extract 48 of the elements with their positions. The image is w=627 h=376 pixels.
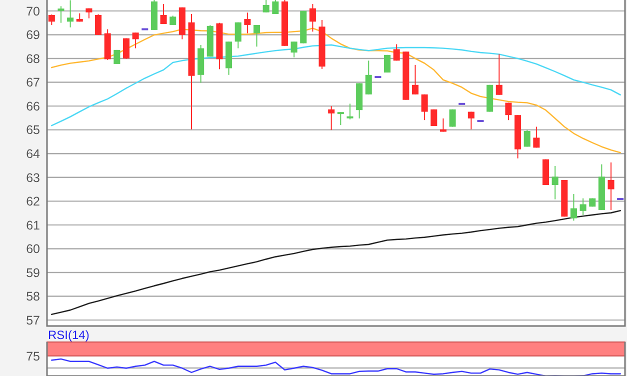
candlestick	[524, 129, 530, 148]
candlestick	[48, 14, 55, 26]
candlestick	[132, 32, 139, 49]
candlestick	[365, 60, 372, 95]
candlestick	[570, 194, 577, 222]
candlestick	[160, 4, 167, 25]
candlestick	[272, 0, 279, 15]
candlestick	[346, 103, 354, 120]
text: 75	[26, 349, 40, 364]
candlestick	[234, 22, 242, 49]
y-tick-label: 60	[26, 242, 40, 256]
candlestick	[533, 126, 540, 148]
candlestick	[290, 41, 298, 58]
candlestick	[262, 0, 270, 13]
candlestick	[412, 64, 419, 95]
candlestick	[170, 15, 176, 26]
y-tick-label: 63	[26, 170, 40, 185]
candlestick	[608, 162, 614, 210]
y-tick-label: 68	[26, 52, 40, 66]
candlestick	[58, 6, 64, 24]
y-tick-label: 64	[26, 146, 40, 161]
y-tick-label: 59	[26, 266, 40, 280]
chart-title: RSI(14)	[48, 328, 90, 342]
candlestick	[580, 198, 586, 216]
candlestick	[122, 38, 130, 60]
candlestick	[337, 112, 344, 126]
candlestick	[421, 94, 428, 121]
y-tick-label: 65	[26, 123, 40, 138]
y-tick-label: 58	[26, 290, 40, 304]
candlestick	[67, 0, 74, 28]
candlestick	[393, 44, 400, 62]
candlestick	[309, 4, 316, 32]
candlestick	[244, 12, 251, 34]
candlestick	[114, 49, 120, 64]
candlestick	[468, 111, 474, 130]
y-tick-label: 67	[26, 76, 40, 90]
candlestick	[328, 106, 335, 131]
y-tick-label: 69	[26, 28, 40, 42]
y-tick-label: 66	[26, 99, 40, 114]
y-tick-label: 61	[26, 218, 40, 232]
candlestick	[253, 24, 260, 48]
candlestick	[496, 54, 502, 96]
candlestick	[505, 102, 512, 121]
y-tick-label: 62	[26, 194, 40, 209]
y-tick-label: 70	[26, 4, 40, 18]
candlestick	[552, 165, 558, 200]
y-tick-label: 57	[26, 313, 40, 328]
candlestick	[95, 14, 102, 36]
